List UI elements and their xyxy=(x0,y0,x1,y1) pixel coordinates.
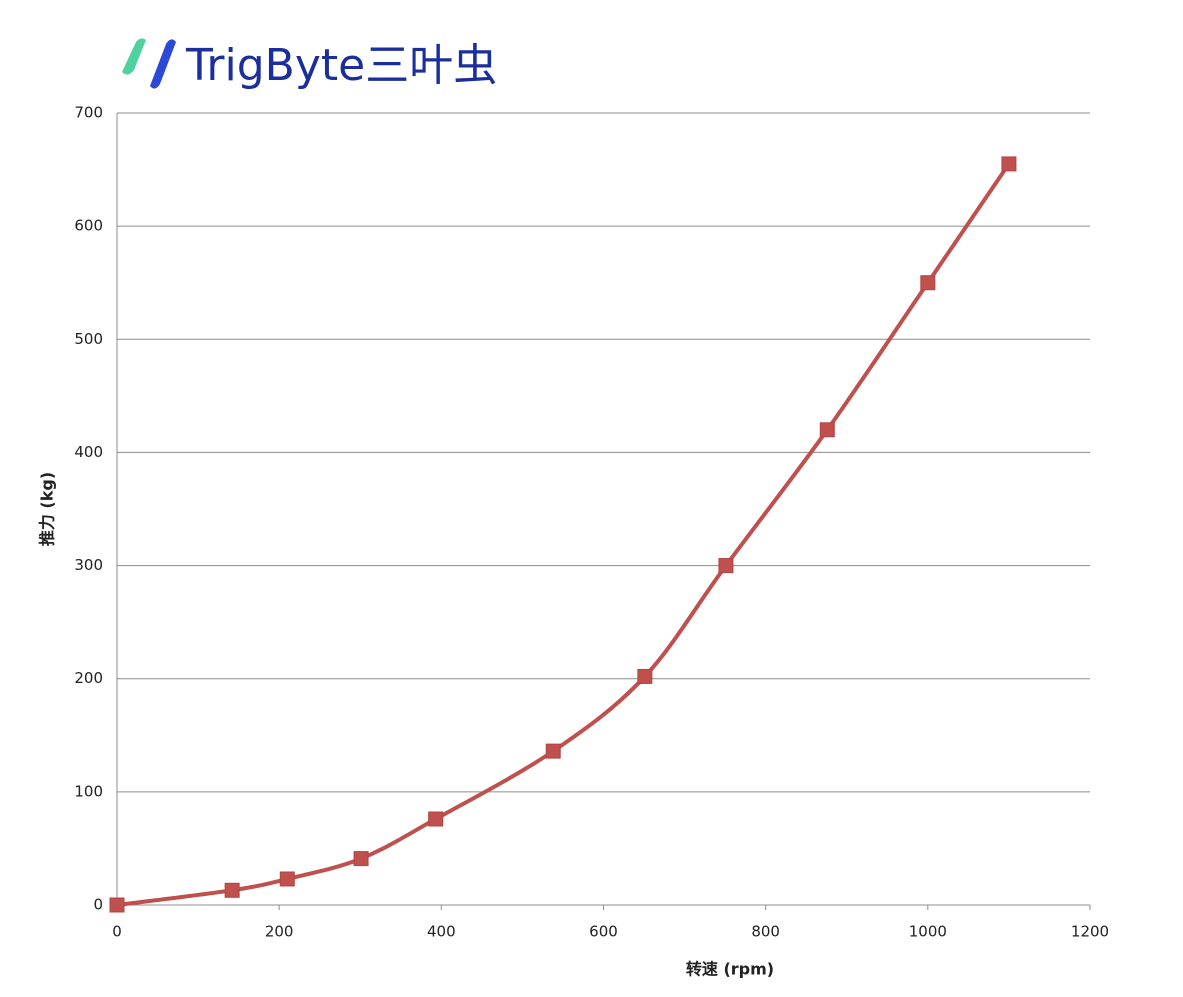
y-tick-label: 0 xyxy=(93,896,103,914)
data-point xyxy=(637,668,653,684)
data-point xyxy=(920,275,936,291)
data-point xyxy=(545,743,561,759)
y-tick-label: 600 xyxy=(74,217,103,235)
logo-icon xyxy=(150,39,176,89)
series-line xyxy=(116,162,1011,907)
x-tick-label: 1000 xyxy=(909,923,947,941)
data-point xyxy=(428,811,444,827)
x-tick-label: 600 xyxy=(589,923,618,941)
logo-text: TrigByte三叶虫 xyxy=(185,40,497,91)
data-point xyxy=(224,882,240,898)
data-point xyxy=(718,558,734,574)
y-axis-title: 推力 (kg) xyxy=(38,472,57,546)
y-tick-label: 100 xyxy=(74,782,103,800)
y-tick-label: 200 xyxy=(74,669,103,687)
x-tick-label: 200 xyxy=(265,923,294,941)
x-tick-label: 400 xyxy=(427,923,456,941)
y-tick-label: 500 xyxy=(74,330,103,348)
data-point xyxy=(1001,156,1017,172)
data-point xyxy=(109,897,125,913)
logo: TrigByte三叶虫 xyxy=(122,38,497,91)
y-tick-label: 400 xyxy=(74,443,103,461)
x-axis-title: 转速 (rpm) xyxy=(686,960,774,979)
y-tick-label: 700 xyxy=(74,104,103,122)
logo-icon xyxy=(122,38,146,75)
x-tick-label: 0 xyxy=(112,923,122,941)
x-tick-label: 800 xyxy=(751,923,780,941)
x-tick-label: 1200 xyxy=(1071,923,1109,941)
data-point xyxy=(279,871,295,887)
y-tick-label: 300 xyxy=(74,556,103,574)
data-point xyxy=(353,851,369,867)
data-point xyxy=(819,422,835,438)
